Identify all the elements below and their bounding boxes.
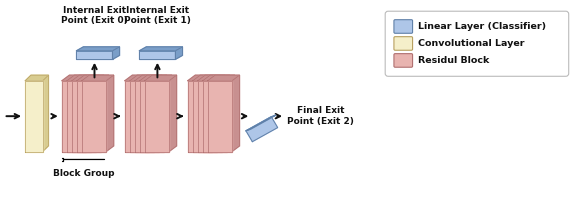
Polygon shape	[135, 81, 159, 152]
Text: Residul Block: Residul Block	[418, 56, 490, 65]
Polygon shape	[106, 75, 114, 152]
Polygon shape	[96, 75, 104, 152]
Polygon shape	[77, 75, 109, 81]
Polygon shape	[77, 47, 120, 51]
Polygon shape	[130, 81, 154, 152]
Polygon shape	[222, 75, 230, 152]
Polygon shape	[140, 51, 175, 59]
Polygon shape	[86, 75, 94, 152]
FancyBboxPatch shape	[394, 54, 412, 67]
Polygon shape	[246, 117, 277, 142]
Polygon shape	[101, 75, 109, 152]
Polygon shape	[159, 75, 166, 152]
Polygon shape	[72, 75, 104, 81]
Polygon shape	[25, 81, 43, 152]
Polygon shape	[150, 75, 157, 152]
Polygon shape	[154, 75, 162, 152]
Polygon shape	[125, 81, 150, 152]
Polygon shape	[62, 81, 86, 152]
FancyBboxPatch shape	[394, 37, 412, 50]
Text: Internal Exit
Point (Exit 1): Internal Exit Point (Exit 1)	[124, 6, 191, 25]
Text: Linear Layer (Classifier): Linear Layer (Classifier)	[418, 22, 547, 31]
Polygon shape	[193, 81, 217, 152]
Polygon shape	[232, 75, 239, 152]
Polygon shape	[145, 75, 176, 81]
Polygon shape	[82, 75, 114, 81]
Polygon shape	[140, 81, 164, 152]
Polygon shape	[246, 115, 276, 131]
Polygon shape	[25, 75, 48, 81]
Text: Internal Exit
Point (Exit 0): Internal Exit Point (Exit 0)	[61, 6, 128, 25]
Polygon shape	[197, 75, 230, 81]
Polygon shape	[145, 81, 169, 152]
Polygon shape	[175, 47, 182, 59]
Polygon shape	[217, 75, 225, 152]
Polygon shape	[77, 51, 113, 59]
Polygon shape	[197, 81, 222, 152]
Polygon shape	[140, 47, 182, 51]
Polygon shape	[67, 81, 91, 152]
Polygon shape	[207, 81, 232, 152]
Polygon shape	[125, 75, 157, 81]
Text: Block Group: Block Group	[53, 169, 114, 178]
Polygon shape	[82, 81, 106, 152]
Polygon shape	[67, 75, 99, 81]
Polygon shape	[130, 75, 162, 81]
Polygon shape	[203, 81, 227, 152]
Text: Convolutional Layer: Convolutional Layer	[418, 39, 525, 48]
Polygon shape	[135, 75, 166, 81]
Polygon shape	[62, 75, 94, 81]
Polygon shape	[203, 75, 235, 81]
Polygon shape	[113, 47, 120, 59]
Text: Final Exit
Point (Exit 2): Final Exit Point (Exit 2)	[287, 107, 354, 126]
Polygon shape	[91, 75, 99, 152]
Polygon shape	[187, 75, 220, 81]
Polygon shape	[207, 75, 239, 81]
FancyBboxPatch shape	[394, 20, 412, 33]
Polygon shape	[187, 81, 212, 152]
Polygon shape	[140, 75, 172, 81]
Polygon shape	[193, 75, 225, 81]
Polygon shape	[77, 81, 101, 152]
Polygon shape	[169, 75, 176, 152]
Polygon shape	[164, 75, 172, 152]
Polygon shape	[212, 75, 220, 152]
Polygon shape	[43, 75, 48, 152]
Polygon shape	[72, 81, 96, 152]
Polygon shape	[227, 75, 235, 152]
FancyBboxPatch shape	[385, 11, 569, 76]
